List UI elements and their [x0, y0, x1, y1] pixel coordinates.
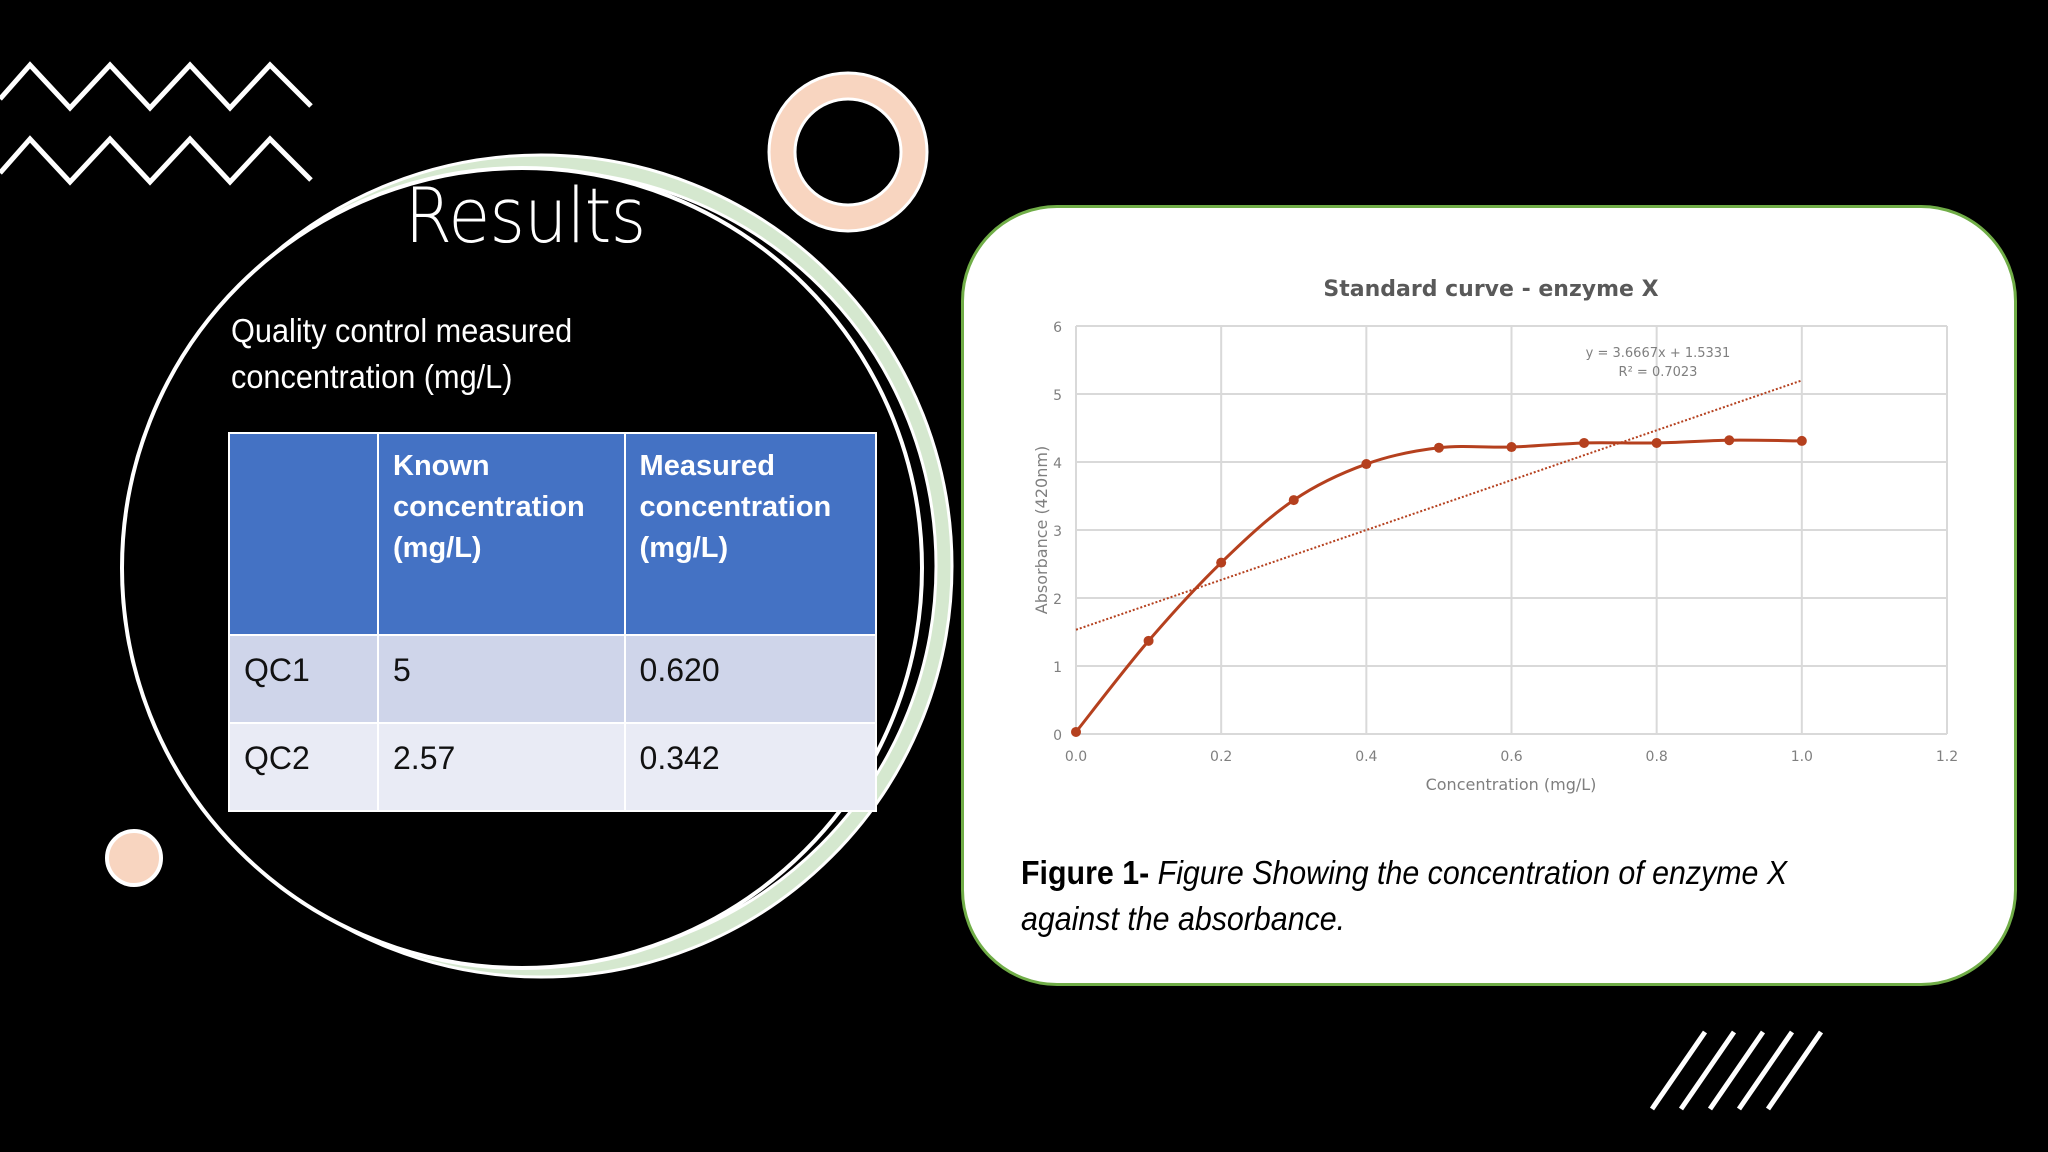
- header-measured-line: concentration: [639, 491, 832, 523]
- data-point: [1071, 726, 1081, 737]
- caption-text: Figure Showing the concentration of enzy…: [1021, 854, 1788, 937]
- row-label: QC2: [228, 722, 379, 812]
- trendline: [1075, 379, 1803, 631]
- chart-title: Standard curve - enzyme X: [1323, 277, 1658, 302]
- qc-table: Known concentration (mg/L) Measured conc…: [228, 432, 878, 812]
- zigzag-top: [0, 61, 313, 112]
- header-known: Known concentration (mg/L): [377, 432, 626, 636]
- data-point: [1651, 437, 1662, 448]
- y-tick-label: 5: [1053, 388, 1062, 404]
- data-point: [1506, 442, 1517, 453]
- header-measured-line: Measured: [639, 450, 775, 482]
- x-axis-label: Concentration (mg/L): [1426, 775, 1597, 794]
- x-tick-label: 0.8: [1646, 749, 1668, 765]
- y-tick-label: 3: [1053, 524, 1062, 540]
- y-tick-label: 6: [1053, 320, 1062, 336]
- known-value: 2.57: [377, 722, 626, 812]
- header-known-line: concentration: [393, 491, 585, 523]
- data-point: [1796, 435, 1807, 446]
- hatch-lines: [1649, 1030, 1824, 1111]
- trendline-r-squared: R² = 0.7023: [1619, 365, 1698, 380]
- chart-gridlines: [1075, 325, 1948, 735]
- slide-title: Results: [404, 171, 647, 260]
- data-point: [1579, 437, 1590, 448]
- subtitle-line-2: concentration (mg/L): [231, 358, 513, 395]
- x-tick-label: 0.4: [1355, 749, 1377, 765]
- x-axis-ticks: 0.0 0.2 0.4 0.6 0.8 1.0 1.2: [1065, 749, 1958, 765]
- header-measured-line: (mg/L): [639, 532, 729, 564]
- y-tick-label: 2: [1053, 592, 1062, 608]
- header-known-line: Known: [393, 450, 490, 482]
- x-tick-label: 0.2: [1210, 749, 1232, 765]
- subtitle-line-1: Quality control measured: [231, 312, 573, 349]
- data-markers: [1071, 435, 1807, 737]
- header-known-line: (mg/L): [393, 532, 482, 564]
- x-tick-label: 1.2: [1936, 749, 1958, 765]
- y-axis-label: Absorbance (420nm): [1032, 446, 1051, 614]
- data-point: [1361, 459, 1372, 470]
- table-row: QC1 5 0.620: [228, 634, 878, 724]
- data-point: [1216, 557, 1227, 568]
- table-header-row: Known concentration (mg/L) Measured conc…: [228, 432, 878, 636]
- peach-dot: [105, 829, 163, 887]
- y-axis-ticks: 0 1 2 3 4 5 6: [1053, 320, 1062, 744]
- known-value: 5: [377, 634, 626, 724]
- table-row: QC2 2.57 0.342: [228, 722, 878, 812]
- table-subtitle: Quality control measured concentration (…: [231, 308, 659, 400]
- zigzag-bottom: [0, 135, 313, 186]
- header-measured: Measured concentration (mg/L): [623, 432, 878, 636]
- y-tick-label: 1: [1053, 660, 1062, 676]
- data-point: [1433, 442, 1444, 453]
- x-tick-label: 1.0: [1791, 749, 1813, 765]
- x-tick-label: 0.0: [1065, 749, 1087, 765]
- header-empty: [228, 432, 379, 636]
- x-tick-label: 0.6: [1500, 749, 1522, 765]
- figure-caption: Figure 1- Figure Showing the concentrati…: [1021, 850, 1877, 942]
- caption-label: Figure 1-: [1021, 854, 1150, 891]
- figure-card: [961, 205, 2017, 986]
- data-series-line: [1074, 438, 1802, 733]
- data-point: [1288, 495, 1299, 506]
- data-point: [1143, 635, 1154, 646]
- measured-value: 0.620: [623, 634, 878, 724]
- y-tick-label: 0: [1053, 728, 1062, 744]
- trendline-equation: y = 3.6667x + 1.5331: [1586, 346, 1731, 361]
- measured-value: 0.342: [623, 722, 878, 812]
- peach-ring-fill: [770, 74, 926, 230]
- y-tick-label: 4: [1053, 456, 1062, 472]
- data-point: [1724, 435, 1735, 446]
- row-label: QC1: [228, 634, 379, 724]
